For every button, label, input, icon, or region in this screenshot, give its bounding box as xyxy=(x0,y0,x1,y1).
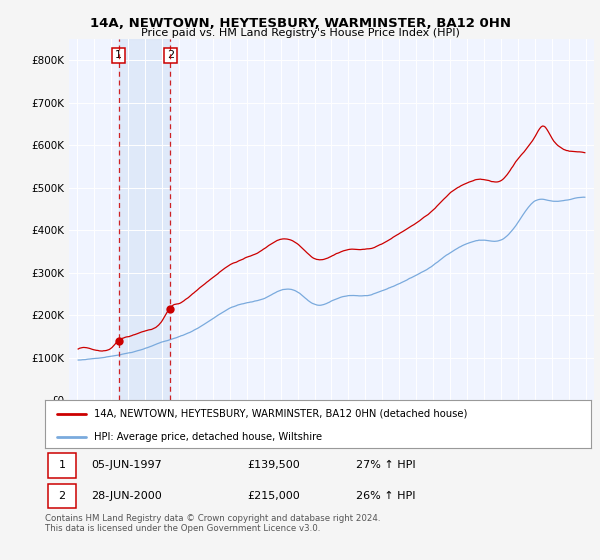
Text: £139,500: £139,500 xyxy=(247,460,300,470)
Text: 1: 1 xyxy=(58,460,65,470)
Text: 27% ↑ HPI: 27% ↑ HPI xyxy=(356,460,416,470)
Text: Contains HM Land Registry data © Crown copyright and database right 2024.
This d: Contains HM Land Registry data © Crown c… xyxy=(45,514,380,534)
Text: HPI: Average price, detached house, Wiltshire: HPI: Average price, detached house, Wilt… xyxy=(94,432,322,442)
Bar xyxy=(119,39,170,400)
Text: 26% ↑ HPI: 26% ↑ HPI xyxy=(356,491,416,501)
FancyBboxPatch shape xyxy=(48,453,76,478)
Text: £215,000: £215,000 xyxy=(247,491,300,501)
Text: Price paid vs. HM Land Registry's House Price Index (HPI): Price paid vs. HM Land Registry's House … xyxy=(140,28,460,38)
Text: 2: 2 xyxy=(167,50,174,60)
Text: 14A, NEWTOWN, HEYTESBURY, WARMINSTER, BA12 0HN (detached house): 14A, NEWTOWN, HEYTESBURY, WARMINSTER, BA… xyxy=(94,409,467,419)
Text: 14A, NEWTOWN, HEYTESBURY, WARMINSTER, BA12 0HN: 14A, NEWTOWN, HEYTESBURY, WARMINSTER, BA… xyxy=(89,17,511,30)
FancyBboxPatch shape xyxy=(48,484,76,508)
Text: 05-JUN-1997: 05-JUN-1997 xyxy=(91,460,162,470)
Text: 2: 2 xyxy=(58,491,65,501)
Text: 28-JUN-2000: 28-JUN-2000 xyxy=(91,491,162,501)
Text: 1: 1 xyxy=(115,50,122,60)
